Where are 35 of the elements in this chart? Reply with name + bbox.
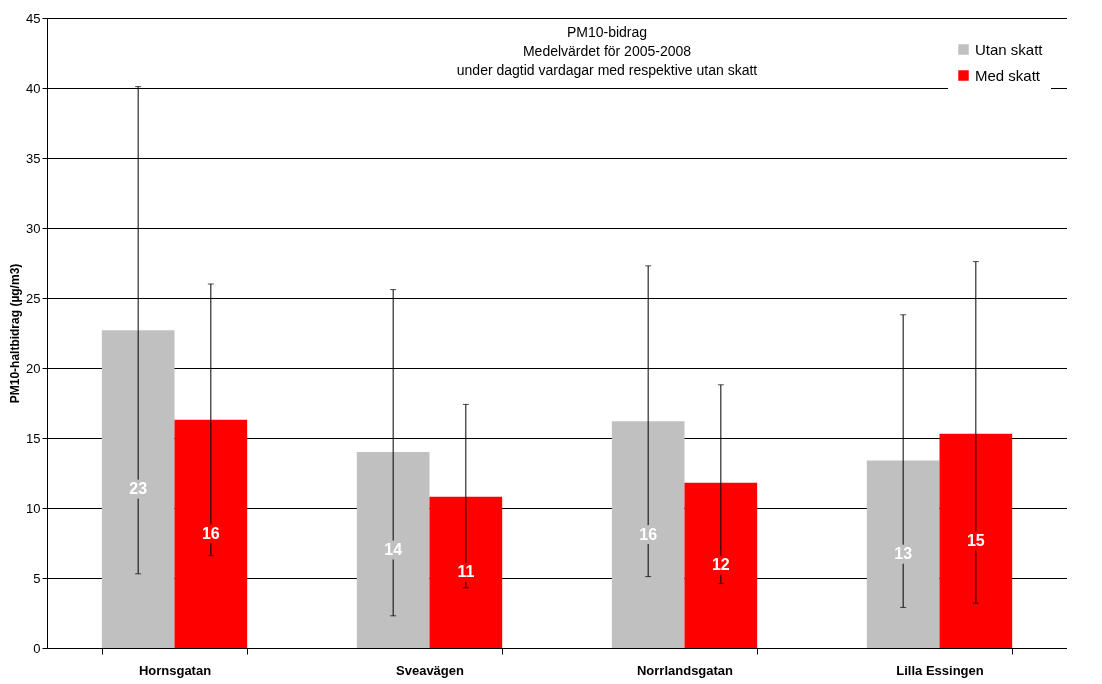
text: Medelvärdet för 2005-2008 under dagtid vardagar med respektive utan skatt	[456, 43, 758, 78]
bar	[356, 452, 430, 648]
data-label: 16	[639, 525, 658, 543]
data-label: 14	[384, 541, 403, 558]
data-label: 23	[129, 480, 148, 498]
bar	[939, 433, 1013, 648]
legend-label: Med skatt	[975, 66, 1041, 84]
x-tick-label: Hornsgatan	[138, 662, 212, 678]
y-tick-label: 30	[26, 220, 41, 236]
bar	[611, 421, 685, 648]
x-tick-label: Lilla Essingen	[896, 662, 984, 678]
data-label: 12	[711, 556, 730, 574]
y-tick-label: 20	[26, 360, 41, 376]
chart-title: PM10-bidrag	[566, 24, 648, 40]
data-label: 16	[201, 524, 220, 542]
bar	[684, 482, 758, 648]
y-axis-title: PM10-haltbidrag (µg/m3)	[8, 263, 23, 404]
y-tick-label: 45	[26, 10, 41, 26]
x-tick-label: Sveavägen	[396, 662, 465, 678]
bar	[866, 460, 940, 648]
y-tick-label: 0	[33, 640, 41, 656]
y-tick-label: 15	[26, 430, 41, 446]
y-tick-label: 40	[26, 80, 41, 96]
bar	[101, 330, 175, 648]
data-label: 13	[894, 545, 913, 563]
data-label: 15	[966, 531, 985, 549]
y-tick-label: 25	[26, 290, 41, 306]
data-label: 11	[457, 563, 475, 581]
bar	[174, 419, 248, 648]
x-tick-label: Norrlandsgatan	[636, 662, 734, 678]
legend-label: Utan skatt	[975, 40, 1044, 58]
y-tick-label: 5	[33, 570, 41, 586]
y-tick-label: 35	[26, 150, 41, 166]
bar	[429, 496, 503, 648]
y-tick-label: 10	[26, 500, 41, 516]
